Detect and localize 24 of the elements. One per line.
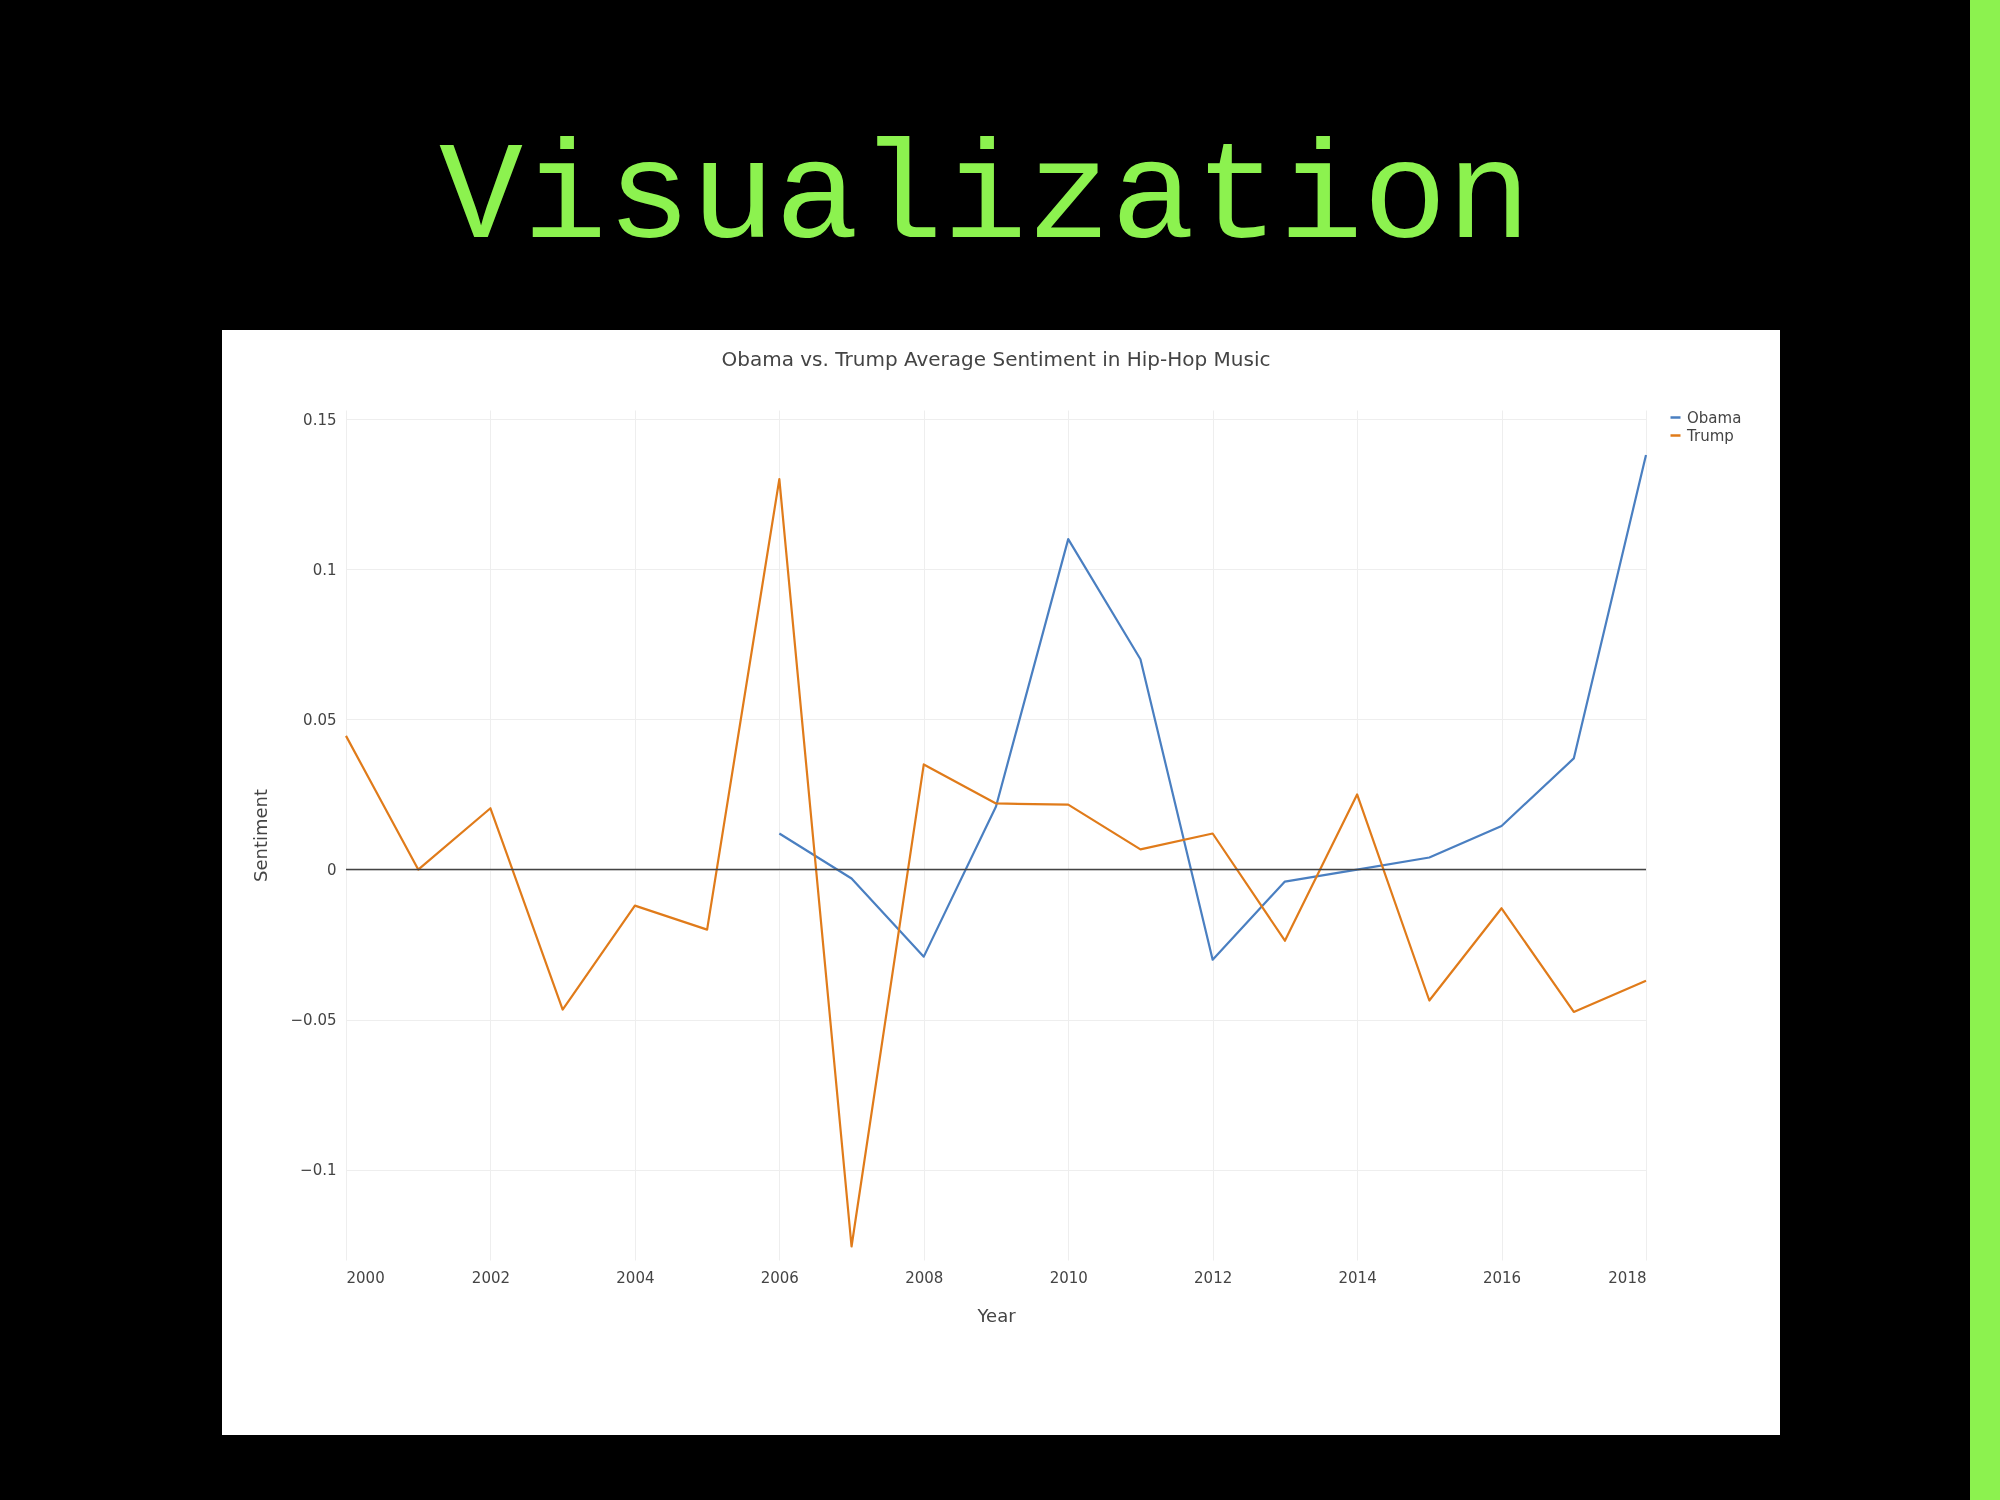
x-tick-label: 2006 [760,1268,799,1287]
x-tick-label: 2012 [1194,1268,1233,1287]
y-tick-label: 0.15 [303,410,337,429]
x-tick-label: 2018 [1608,1268,1647,1287]
x-tick-label: 2014 [1338,1268,1377,1287]
x-tick-label: 2016 [1482,1268,1522,1287]
chart-title: Obama vs. Trump Average Sentiment in Hip-Hop Music [721,347,1271,371]
y-tick-label: 0 [326,861,337,880]
x-tick-label: 2010 [1049,1268,1088,1287]
y-axis-title: Sentiment [249,788,271,883]
legend-label: Trump [1686,426,1734,445]
x-axis-title: Year [976,1304,1017,1326]
legend-label: Obama [1687,408,1742,427]
x-tick-label: 2002 [471,1268,511,1287]
line-series [344,477,1648,1248]
y-tick-label: −0.1 [300,1161,337,1180]
x-tick-label: 2004 [616,1268,655,1287]
x-tick-label: 2000 [346,1268,385,1287]
y-tick-label: 0.05 [303,710,337,729]
line-series [778,453,1648,961]
y-tick-label: −0.05 [290,1011,337,1030]
x-tick-label: 2008 [905,1268,944,1287]
text: Visualization [437,120,1533,280]
y-tick-label: 0.1 [312,560,337,579]
